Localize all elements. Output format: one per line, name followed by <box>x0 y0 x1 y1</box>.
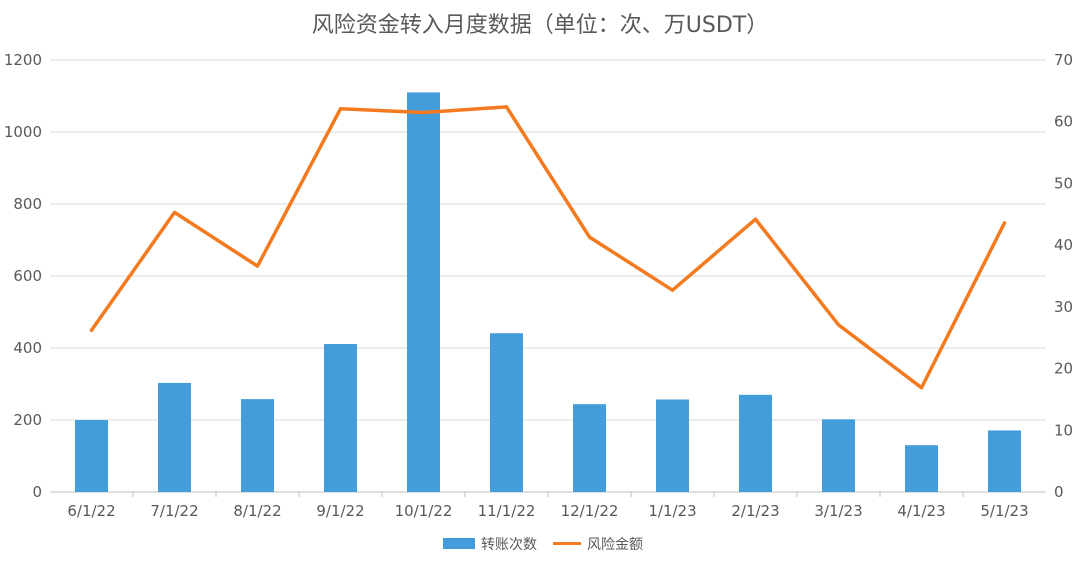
x-tick-label: 5/1/23 <box>980 502 1028 520</box>
right-y-tick-label: 40 <box>1054 236 1073 254</box>
line-point <box>256 264 259 268</box>
line-point <box>505 105 508 109</box>
left-y-tick-label: 800 <box>13 195 42 213</box>
x-tick-label: 7/1/22 <box>150 502 198 520</box>
legend-label-line: 风险金额 <box>587 537 643 553</box>
bar <box>822 419 855 492</box>
bar <box>324 344 357 492</box>
line-point <box>422 110 425 114</box>
series-line <box>89 105 1007 390</box>
legend-swatch-bar <box>443 538 475 549</box>
line-point <box>90 328 93 332</box>
x-tick-label: 9/1/22 <box>316 502 364 520</box>
left-y-axis: 0 200 400 600 800 1000 1200 <box>4 51 42 501</box>
bar <box>573 404 606 492</box>
legend-label-bar: 转账次数 <box>481 537 537 553</box>
left-y-tick-label: 600 <box>13 267 42 285</box>
line-point <box>339 107 342 111</box>
gridlines <box>50 59 1046 493</box>
bar <box>158 382 191 492</box>
legend: 转账次数 风险金额 <box>443 537 643 553</box>
left-y-tick-label: 200 <box>13 411 42 429</box>
line-point <box>754 217 757 221</box>
line-point <box>837 323 840 327</box>
line-point <box>671 288 674 292</box>
line-point <box>1003 221 1006 225</box>
bar <box>241 399 274 492</box>
right-y-tick-label: 50 <box>1054 174 1073 192</box>
line-point <box>920 386 923 390</box>
right-y-tick-label: 60 <box>1054 113 1073 131</box>
x-tick-label: 11/1/22 <box>478 502 536 520</box>
bar <box>905 445 938 492</box>
line-series <box>89 105 1007 390</box>
bar-series <box>75 92 1021 493</box>
right-y-tick-label: 70 <box>1054 51 1073 69</box>
bar <box>656 399 689 492</box>
line-point <box>173 210 176 214</box>
right-y-tick-label: 0 <box>1054 483 1064 501</box>
x-tick-label: 12/1/22 <box>561 502 619 520</box>
x-tick-label: 6/1/22 <box>67 502 115 520</box>
x-tick-label: 2/1/23 <box>731 502 779 520</box>
x-tick-label: 8/1/22 <box>233 502 281 520</box>
bar <box>75 420 108 492</box>
line-point <box>588 235 591 239</box>
x-tick-label: 3/1/23 <box>814 502 862 520</box>
bar <box>739 394 772 492</box>
right-y-tick-label: 10 <box>1054 421 1073 439</box>
bar <box>988 430 1021 492</box>
bar <box>490 333 523 492</box>
right-y-tick-label: 30 <box>1054 298 1073 316</box>
x-axis: 6/1/22 7/1/22 8/1/22 9/1/22 10/1/22 11/1/22 12… <box>67 492 1029 520</box>
right-y-axis: 0 10 20 30 40 50 60 70 <box>1054 51 1073 501</box>
left-y-tick-label: 1000 <box>4 123 42 141</box>
right-y-tick-label: 20 <box>1054 360 1073 378</box>
bar <box>407 92 440 493</box>
x-tick-label: 10/1/22 <box>395 502 453 520</box>
left-y-tick-label: 400 <box>13 339 42 357</box>
left-y-tick-label: 1200 <box>4 51 42 69</box>
x-tick-label: 1/1/23 <box>648 502 696 520</box>
left-y-tick-label: 0 <box>32 483 42 501</box>
x-tick-label: 4/1/23 <box>897 502 945 520</box>
chart-title: 风险资金转入月度数据（单位：次、万USDT） <box>312 13 768 38</box>
